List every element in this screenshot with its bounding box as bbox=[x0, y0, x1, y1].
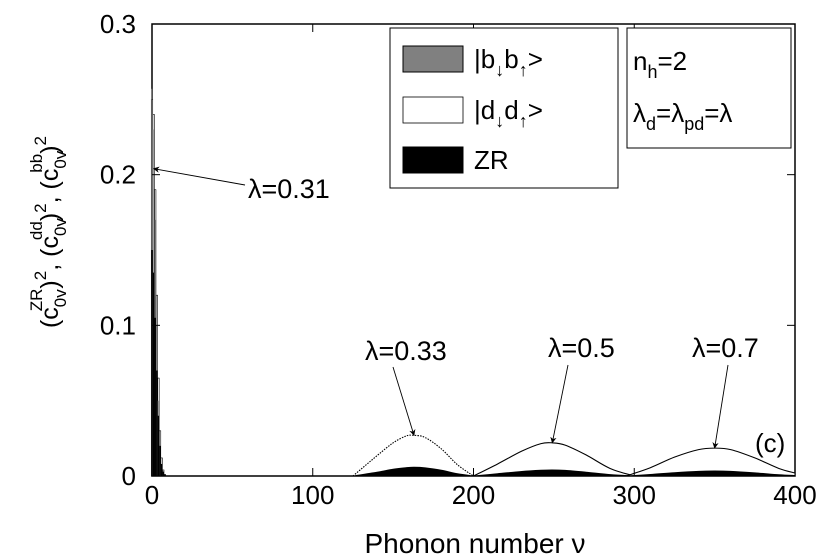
curve-dd-2-fill bbox=[473, 442, 635, 476]
spike-bar-zr bbox=[160, 463, 163, 476]
curve-dd-3-fill bbox=[626, 448, 795, 476]
spike-bar-zr bbox=[162, 471, 164, 476]
spike-bar-zr bbox=[157, 415, 160, 476]
annotation-arrows bbox=[152, 166, 729, 449]
x-tick-label: 300 bbox=[613, 480, 656, 510]
spike-bar-zr bbox=[154, 317, 156, 476]
annotation-arrow bbox=[712, 364, 729, 449]
curve-zr-3-fill bbox=[626, 471, 795, 476]
annotation-lambda-07: λ=0.7 bbox=[692, 333, 759, 363]
tick-labels-layer: 0 100 200 300 400 0 0.1 0.2 0.3 bbox=[100, 9, 817, 510]
curve-zr-1-fill bbox=[352, 467, 474, 476]
annotation-arrow bbox=[392, 366, 416, 436]
y-axis-title: (c0vZR)2, (c0vdd)2, (c0vbb)2 bbox=[27, 136, 70, 328]
spike-bar-zr bbox=[151, 250, 153, 476]
x-tick-label: 0 bbox=[145, 480, 159, 510]
curve-dd-1 bbox=[352, 434, 474, 477]
x-tick-label: 400 bbox=[773, 480, 816, 510]
legend: |b↓b↑> |d↓d↑> ZR bbox=[389, 27, 619, 189]
y-tick-label: 0.2 bbox=[100, 160, 136, 190]
parameter-box: nh=2 λd=λpd=λ bbox=[626, 27, 792, 149]
annotation-lambda-033: λ=0.33 bbox=[365, 336, 447, 366]
legend-swatch-zr bbox=[402, 146, 464, 174]
annotation-arrow bbox=[550, 364, 569, 444]
x-tick-label: 200 bbox=[452, 480, 495, 510]
annotation-lambda-031: λ=0.31 bbox=[248, 174, 330, 204]
spike-bar-zr bbox=[159, 445, 161, 476]
curve-zr-2-fill bbox=[473, 469, 635, 476]
y-tick-label: 0 bbox=[122, 461, 136, 491]
curve-zr-3 bbox=[626, 470, 796, 477]
y-tick-label: 0.3 bbox=[100, 9, 136, 39]
legend-label-zr: ZR bbox=[474, 145, 509, 175]
curve-zr-2 bbox=[473, 469, 635, 477]
x-tick-label: 100 bbox=[291, 480, 334, 510]
spike-bar-zr bbox=[156, 370, 158, 476]
spike-bar-zr bbox=[164, 474, 166, 476]
curve-zr-1 bbox=[352, 466, 474, 477]
x-axis-title: Phonon number ν bbox=[364, 528, 585, 559]
annotation-arrow bbox=[152, 166, 246, 186]
spike-bar-zr bbox=[152, 272, 155, 476]
parameter-lambda: λd=λpd=λ bbox=[633, 98, 732, 134]
y-tick-label: 0.1 bbox=[100, 310, 136, 340]
panel-label: (c) bbox=[755, 428, 785, 458]
parameter-box-frame bbox=[626, 27, 792, 149]
legend-swatch-dd bbox=[402, 96, 464, 124]
curve-dd-1-fill bbox=[352, 435, 474, 476]
annotation-lambda-05: λ=0.5 bbox=[548, 333, 615, 363]
spike-lambda-031 bbox=[150, 88, 166, 477]
legend-swatch-bb bbox=[402, 45, 464, 73]
